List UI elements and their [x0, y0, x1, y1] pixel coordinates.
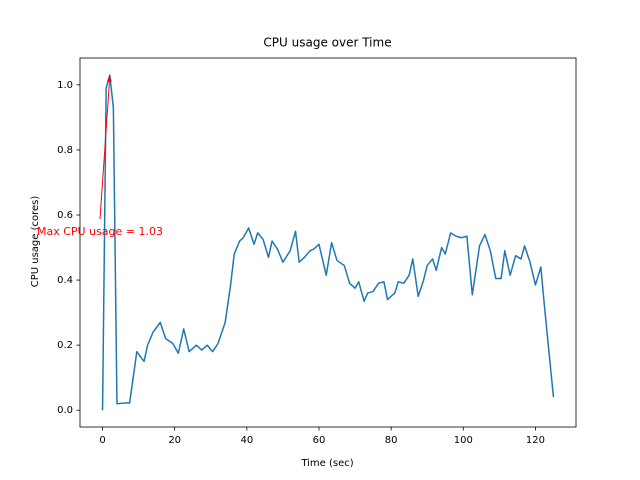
annotation-arrowhead: [106, 75, 112, 82]
x-tick-label: 60: [313, 435, 326, 446]
x-tick-label: 0: [99, 435, 105, 446]
y-tick-label: 0.0: [57, 405, 73, 416]
x-axis-label: Time (sec): [300, 458, 353, 469]
chart-title: CPU usage over Time: [263, 36, 391, 50]
y-tick-label: 0.8: [57, 145, 73, 156]
x-tick-label: 40: [240, 435, 253, 446]
x-tick-label: 100: [454, 435, 473, 446]
plot-frame: [79, 57, 577, 428]
x-tick-label: 80: [385, 435, 398, 446]
x-tick-label: 120: [526, 435, 545, 446]
x-tick-label: 20: [168, 435, 181, 446]
annotation-text: Max CPU usage = 1.03: [37, 225, 163, 238]
y-tick-label: 0.2: [57, 340, 73, 351]
y-tick-label: 0.6: [57, 210, 73, 221]
y-tick-label: 1.0: [57, 80, 73, 91]
data-line: [101, 74, 555, 411]
annotation-arrow: [99, 77, 111, 220]
y-axis-label: CPU usage (cores): [30, 196, 41, 288]
y-tick-label: 0.4: [57, 275, 73, 286]
